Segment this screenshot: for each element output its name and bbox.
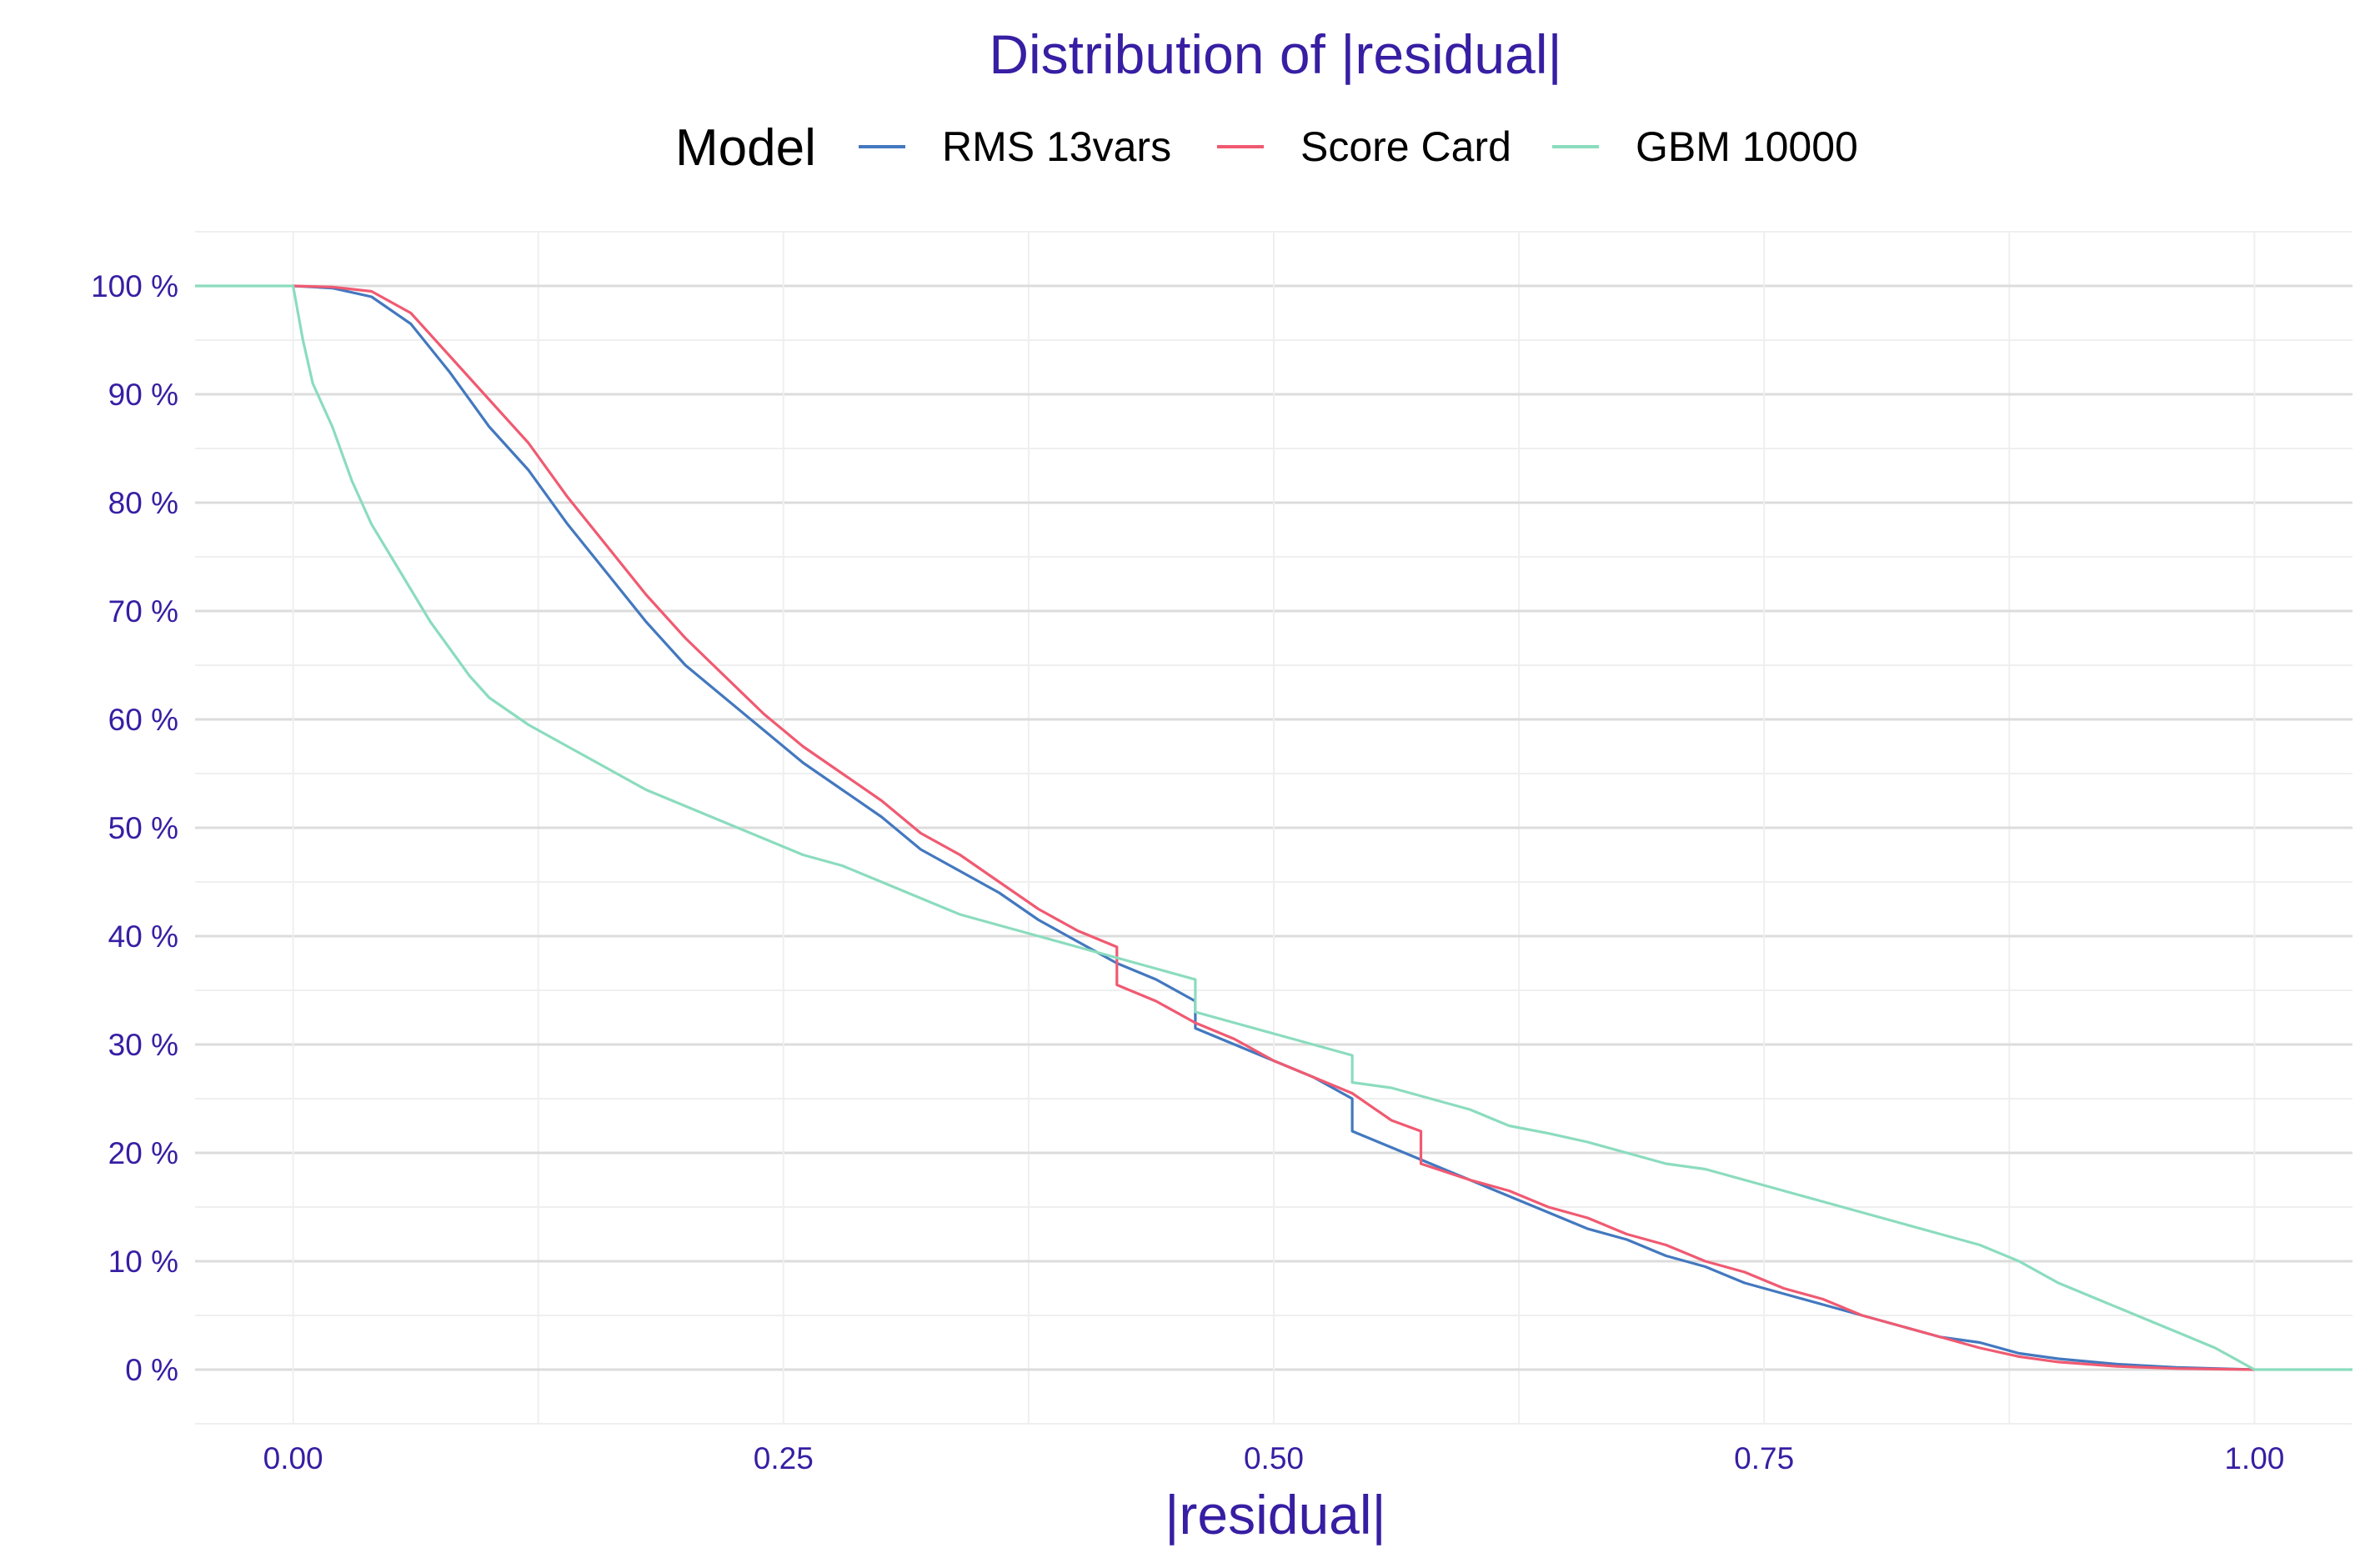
series-line-1 xyxy=(293,284,2255,1371)
y-tick-label: 80 % xyxy=(108,486,178,520)
legend-title: Model xyxy=(675,119,816,177)
major-gridlines xyxy=(195,232,2352,1424)
legend: Model RMS 13vars Score Card GBM 10000 xyxy=(675,119,1858,177)
y-tick-label: 0 % xyxy=(125,1353,178,1387)
y-tick-label: 70 % xyxy=(108,594,178,629)
x-tick-label: 0.75 xyxy=(1734,1441,1794,1475)
legend-label: RMS 13vars xyxy=(942,123,1171,170)
legend-label: Score Card xyxy=(1300,123,1511,170)
y-axis-ticks: 0 % 10 % 20 % 30 % 40 % 50 % 60 % 70 % 80 % 90 % 1… xyxy=(91,269,178,1387)
y-tick-label: 40 % xyxy=(108,919,178,954)
y-tick-label: 100 % xyxy=(91,269,178,303)
x-tick-label: 0.00 xyxy=(263,1441,323,1475)
series-line-3 xyxy=(195,284,2352,1371)
y-tick-label: 30 % xyxy=(108,1028,178,1062)
x-tick-label: 0.50 xyxy=(1244,1441,1304,1475)
y-tick-label: 60 % xyxy=(108,703,178,737)
y-tick-label: 50 % xyxy=(108,811,178,845)
series-lines xyxy=(195,284,2352,1371)
x-tick-label: 1.00 xyxy=(2224,1441,2284,1475)
y-tick-label: 20 % xyxy=(108,1136,178,1170)
chart-title: Distribution of |residual| xyxy=(989,23,1561,85)
y-tick-label: 90 % xyxy=(108,378,178,412)
y-tick-label: 10 % xyxy=(108,1245,178,1279)
series-line-2 xyxy=(293,284,2255,1371)
legend-label: GBM 10000 xyxy=(1636,123,1858,170)
x-axis-ticks: 0.00 0.25 0.50 0.75 1.00 xyxy=(263,1441,2285,1475)
x-tick-label: 0.25 xyxy=(754,1441,814,1475)
x-axis-title: |residual| xyxy=(1165,1484,1385,1545)
